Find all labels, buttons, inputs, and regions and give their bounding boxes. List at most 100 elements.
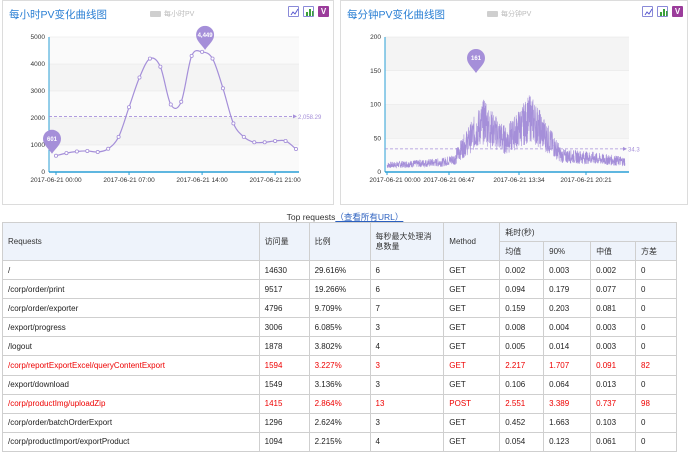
data-point	[252, 140, 257, 145]
cell-visits: 3006	[258, 317, 310, 338]
cell-max-per-sec: 6	[369, 279, 445, 300]
y-tick-label: 1000	[31, 142, 46, 149]
data-point	[220, 86, 225, 91]
top-requests-title: Top requests（查看所有URL）	[0, 211, 690, 223]
table-row: /corp/productImg/uploadZip 1415 2.864% 13 PO…	[2, 393, 677, 414]
cell-avg: 0.094	[499, 279, 545, 300]
cell-url: /corp/order/print	[2, 279, 260, 300]
x-tick-label: 2017-06-21 06:47	[423, 177, 475, 184]
hourly-pv-legend[interactable]: 每小时PV	[150, 9, 194, 19]
cell-visits: 1549	[258, 374, 310, 395]
average-arrow	[623, 146, 627, 151]
y-tick-label: 2000	[31, 115, 46, 122]
minute-pv-chart: 0 50 100 150 200 2017-06-21 00:00 2017-06-21 0…	[369, 34, 640, 184]
header-max-per-sec[interactable]: 每秒最大处理消息数量	[369, 222, 445, 261]
cell-avg: 0.054	[499, 431, 545, 452]
cell-variance: 82	[635, 355, 677, 376]
average-label: 2,058.29	[298, 115, 322, 121]
y-tick-label: 3000	[31, 88, 46, 95]
legend-swatch	[487, 11, 498, 17]
cell-visits: 14630	[258, 259, 310, 281]
data-point	[283, 138, 288, 143]
grid-band	[49, 118, 299, 145]
data-point	[179, 99, 184, 104]
y-tick-label: 4000	[31, 61, 46, 68]
top-requests-table: Requests 访问量 比例 每秒最大处理消息数量 Method 耗时(秒) …	[2, 222, 677, 452]
y-tick-label: 200	[370, 34, 381, 41]
data-point	[241, 134, 246, 139]
cell-url: /export/download	[2, 374, 260, 395]
data-point	[200, 49, 205, 54]
cell-p90: 0.014	[543, 336, 592, 357]
x-tick-label: 2017-06-21 13:34	[493, 177, 545, 184]
cell-url: /corp/order/exporter	[2, 298, 260, 319]
x-tick-label: 2017-06-21 07:00	[103, 177, 155, 184]
marker-pin-shape	[467, 49, 485, 73]
y-tick-label: 150	[370, 68, 381, 75]
cell-max-per-sec: 4	[369, 431, 445, 452]
cell-median: 0.077	[590, 279, 636, 300]
top-requests-label: Top requests	[286, 212, 336, 222]
header-method[interactable]: Method	[443, 222, 501, 261]
cell-variance: 0	[635, 317, 677, 338]
cell-visits: 4796	[258, 298, 310, 319]
data-point	[158, 64, 163, 69]
series-line	[386, 95, 626, 169]
cell-method: GET	[443, 259, 501, 281]
data-point	[262, 140, 267, 145]
table-body: /14630 29.616% 6 GET 0.002 0.003 0.002 0/corp/o…	[2, 259, 677, 452]
header-avg[interactable]: 均值	[499, 241, 545, 261]
cell-max-per-sec: 6	[369, 259, 445, 281]
cell-median: 0.061	[590, 431, 636, 452]
chart-toolbox: V	[642, 6, 683, 17]
table-row: /corp/order/print 9517 19.266% 6 GET 0.094 0.1…	[2, 279, 677, 300]
x-tick-label: 2017-06-21 00:00	[369, 177, 421, 184]
cell-median: 0.003	[590, 317, 636, 338]
cell-max-per-sec: 3	[369, 374, 445, 395]
hourly-pv-title: 每小时PV变化曲线图	[9, 9, 108, 21]
y-tick-label: 0	[41, 169, 45, 176]
header-latency: 耗时(秒)	[499, 222, 677, 242]
max-marker: 161	[467, 49, 485, 73]
cell-visits: 1415	[258, 393, 310, 414]
cell-ratio: 9.709%	[308, 298, 371, 319]
cell-visits: 1296	[258, 412, 310, 433]
data-point	[168, 102, 173, 107]
marker-pin-label: 601	[47, 137, 58, 143]
header-visits[interactable]: 访问量	[258, 222, 310, 261]
data-point	[116, 134, 121, 139]
cell-url: /	[2, 259, 260, 281]
cell-median: 0.003	[590, 336, 636, 357]
view-all-urls-link[interactable]: （查看所有URL）	[335, 212, 404, 222]
line-chart-icon[interactable]	[642, 6, 653, 17]
cell-avg: 2.217	[499, 355, 545, 376]
cell-median: 0.081	[590, 298, 636, 319]
cell-ratio: 3.136%	[308, 374, 371, 395]
header-variance[interactable]: 方差	[635, 241, 677, 261]
data-point	[137, 75, 142, 80]
table-row: /export/download 1549 3.136% 3 GET 0.106 0.064…	[2, 374, 677, 395]
data-point	[231, 121, 236, 126]
bar-chart-icon[interactable]	[657, 6, 668, 17]
restore-icon[interactable]: V	[672, 6, 683, 17]
bar-chart-icon[interactable]	[303, 6, 314, 17]
y-tick-label: 50	[374, 135, 382, 142]
data-point	[189, 53, 194, 58]
cell-avg: 0.002	[499, 259, 545, 281]
minute-pv-legend[interactable]: 每分钟PV	[487, 9, 531, 19]
chart-toolbox: V	[288, 6, 329, 17]
header-requests[interactable]: Requests	[2, 222, 260, 261]
y-tick-label: 100	[370, 102, 381, 109]
minute-pv-panel: 每分钟PV变化曲线图 每分钟PV V 0 50 100 150 200 2017-06-2…	[340, 0, 688, 205]
header-p90[interactable]: 90%	[543, 241, 592, 261]
cell-variance: 0	[635, 336, 677, 357]
cell-p90: 0.003	[543, 259, 592, 281]
grid-band	[49, 64, 299, 91]
header-median[interactable]: 中值	[590, 241, 636, 261]
cell-visits: 9517	[258, 279, 310, 300]
restore-icon[interactable]: V	[318, 6, 329, 17]
cell-url: /logout	[2, 336, 260, 357]
cell-visits: 1594	[258, 355, 310, 376]
line-chart-icon[interactable]	[288, 6, 299, 17]
header-ratio[interactable]: 比例	[308, 222, 371, 261]
